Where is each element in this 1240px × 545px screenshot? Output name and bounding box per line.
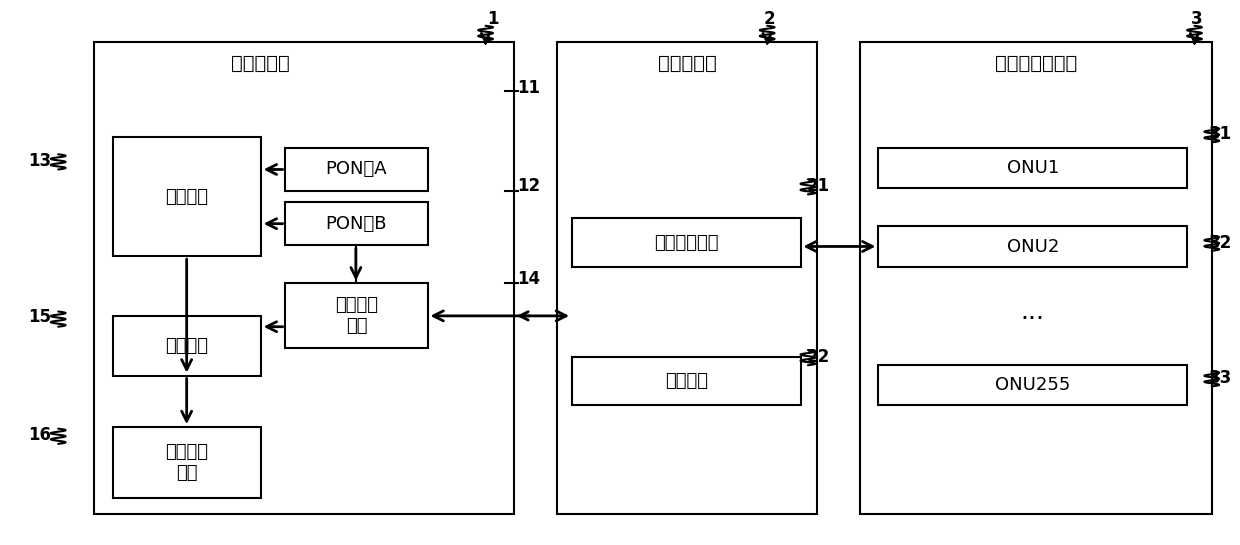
Text: 光纤控制
模块: 光纤控制 模块 bbox=[165, 443, 208, 482]
Text: 光网络单元集群: 光网络单元集群 bbox=[996, 54, 1078, 73]
Text: ONU255: ONU255 bbox=[994, 376, 1070, 394]
Text: 32: 32 bbox=[1209, 234, 1233, 252]
Text: 跳转注册模块: 跳转注册模块 bbox=[653, 234, 718, 252]
Bar bbox=[878, 148, 1187, 189]
Text: 13: 13 bbox=[29, 153, 52, 171]
Text: PON口B: PON口B bbox=[326, 215, 387, 233]
Bar bbox=[557, 42, 817, 514]
Text: ONU2: ONU2 bbox=[1007, 238, 1059, 256]
Bar bbox=[113, 316, 260, 376]
Text: 12: 12 bbox=[517, 177, 541, 195]
Text: 11: 11 bbox=[517, 79, 541, 97]
Bar bbox=[113, 427, 260, 498]
Text: 14: 14 bbox=[517, 270, 541, 288]
Text: 21: 21 bbox=[807, 177, 830, 195]
Bar bbox=[94, 42, 513, 514]
Bar bbox=[285, 283, 428, 348]
Text: 1: 1 bbox=[487, 10, 498, 28]
Bar bbox=[878, 226, 1187, 267]
Bar bbox=[285, 148, 428, 191]
Bar bbox=[572, 356, 801, 405]
Text: PON口A: PON口A bbox=[326, 160, 387, 178]
Text: 注册模块: 注册模块 bbox=[165, 187, 208, 205]
Bar bbox=[878, 365, 1187, 405]
Text: 33: 33 bbox=[1209, 369, 1233, 387]
Bar bbox=[859, 42, 1211, 514]
Text: 接收模块: 接收模块 bbox=[665, 372, 708, 390]
Text: ONU1: ONU1 bbox=[1007, 159, 1059, 177]
Text: 22: 22 bbox=[807, 348, 830, 366]
Text: 16: 16 bbox=[29, 426, 52, 444]
Text: 15: 15 bbox=[29, 308, 52, 326]
Text: 处理模块: 处理模块 bbox=[165, 337, 208, 355]
Text: 光纤转发器: 光纤转发器 bbox=[657, 54, 717, 73]
Text: 31: 31 bbox=[1209, 125, 1233, 143]
Text: 信息收集
模块: 信息收集 模块 bbox=[335, 296, 378, 335]
Bar bbox=[285, 202, 428, 245]
Text: ···: ··· bbox=[1021, 307, 1045, 331]
Text: 3: 3 bbox=[1190, 10, 1203, 28]
Bar bbox=[113, 137, 260, 256]
Text: 2: 2 bbox=[764, 10, 775, 28]
Bar bbox=[572, 219, 801, 267]
Text: 光网络终端: 光网络终端 bbox=[232, 54, 290, 73]
